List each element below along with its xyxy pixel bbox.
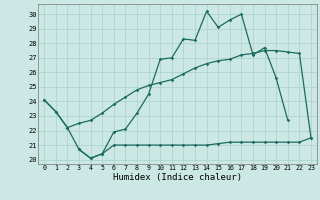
X-axis label: Humidex (Indice chaleur): Humidex (Indice chaleur)	[113, 173, 242, 182]
